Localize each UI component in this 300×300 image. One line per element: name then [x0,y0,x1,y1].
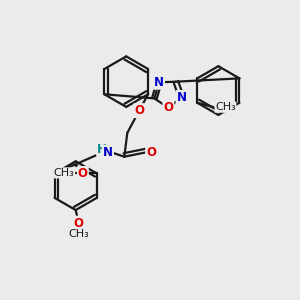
Text: O: O [134,104,144,117]
Text: CH₃: CH₃ [54,168,74,178]
Text: N: N [154,76,164,89]
Text: O: O [74,217,84,230]
Text: O: O [163,101,173,114]
Text: N: N [176,91,187,104]
Text: O: O [78,167,88,180]
Text: O: O [146,146,156,159]
Text: H: H [97,143,107,156]
Text: N: N [103,146,113,159]
Text: CH₃: CH₃ [215,102,236,112]
Text: CH₃: CH₃ [68,229,89,239]
